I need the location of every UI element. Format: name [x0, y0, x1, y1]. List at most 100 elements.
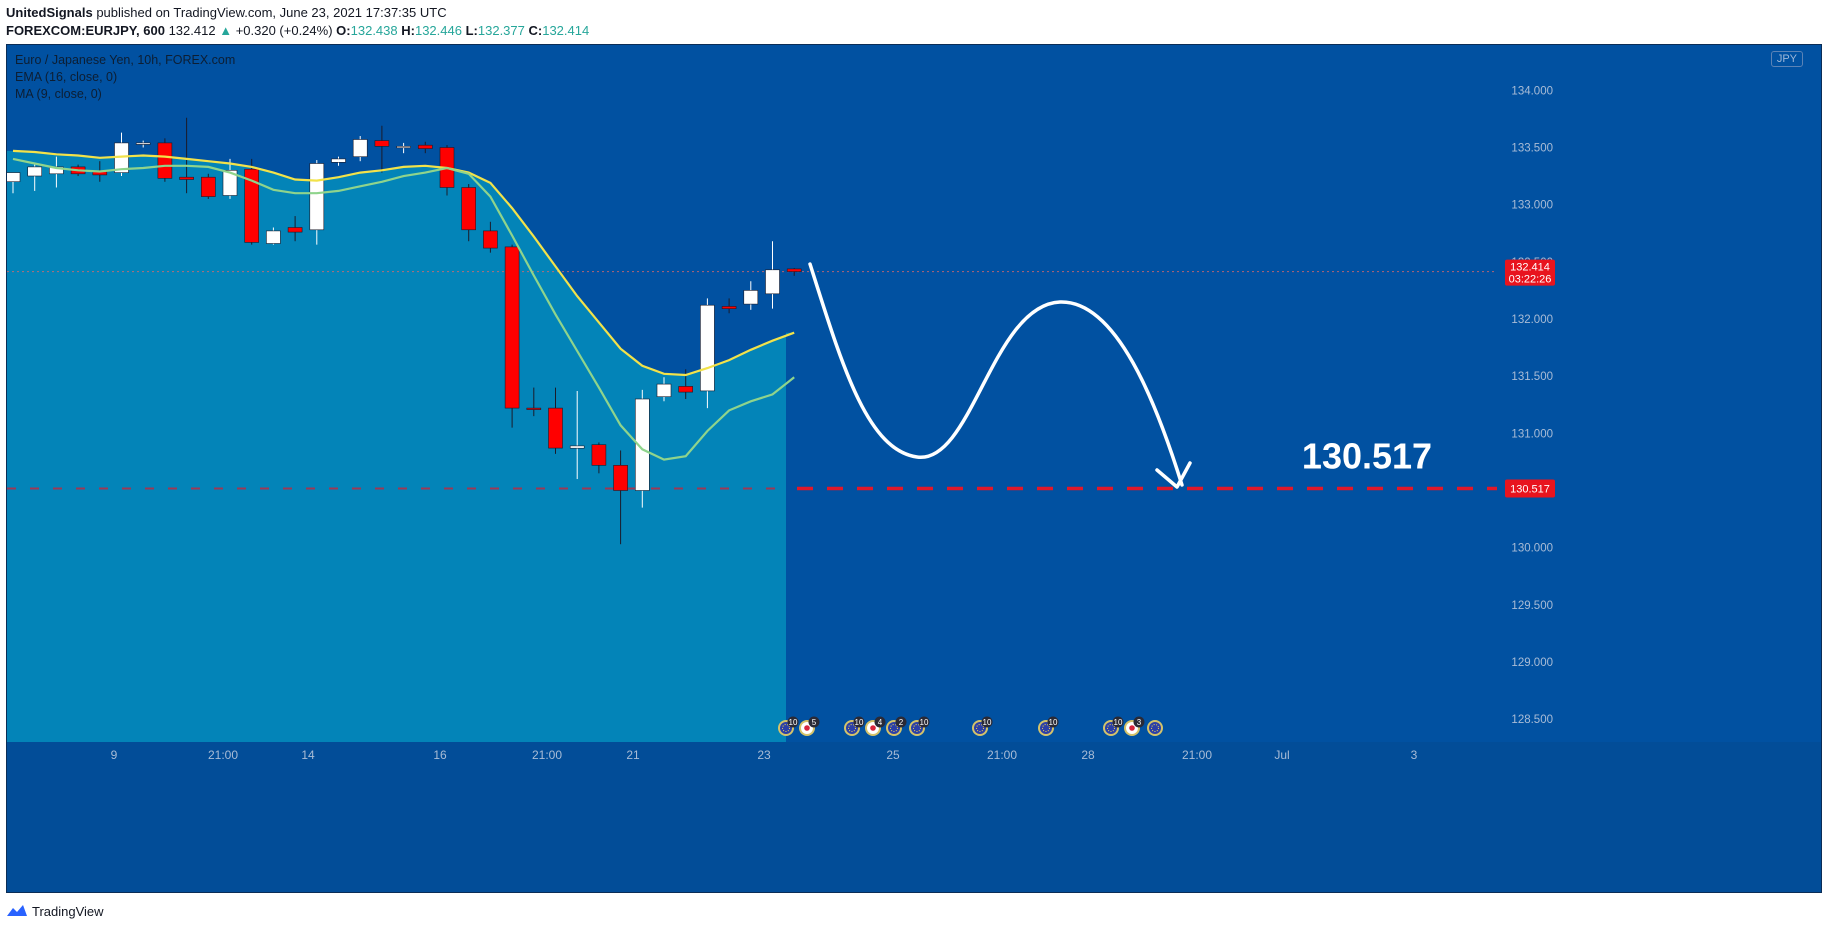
eu-flag-stars: [890, 724, 898, 732]
candle-body[interactable]: [743, 290, 759, 305]
japan-flag-dot: [870, 725, 876, 731]
event-count-badge: [808, 716, 820, 728]
y-tick-label: 132.000: [1511, 314, 1553, 326]
last-price-text: 132.412: [168, 23, 216, 38]
event-count: 10: [1049, 718, 1058, 727]
candle-body[interactable]: [244, 168, 259, 243]
japan-flag-dot: [804, 725, 810, 731]
high-value: 132.446: [414, 23, 462, 38]
candle-body[interactable]: [374, 140, 390, 147]
projection-arrow[interactable]: [808, 262, 1184, 487]
candle-body[interactable]: [331, 158, 346, 163]
eu-flag-stars: [1107, 724, 1115, 732]
x-tick-label: 14: [301, 748, 315, 762]
candle-body[interactable]: [287, 227, 303, 233]
x-tick-label: 3: [1411, 748, 1418, 762]
x-tick-label: 21: [626, 748, 640, 762]
y-tick-label: 134.000: [1511, 85, 1553, 97]
candle-body[interactable]: [157, 142, 173, 179]
candle-body[interactable]: [548, 407, 563, 449]
open-value: 132.438: [350, 23, 398, 38]
event-count: 10: [920, 718, 929, 727]
candle-body[interactable]: [309, 163, 325, 231]
currency-badge[interactable]: JPY: [1770, 51, 1803, 67]
symbol-line: FOREXCOM:EURJPY, 600 132.412 ▲ +0.320 (+…: [6, 23, 589, 38]
candle-body[interactable]: [417, 144, 433, 149]
event-count-badge: [981, 716, 993, 728]
candle-body[interactable]: [396, 146, 411, 149]
candle-body[interactable]: [461, 187, 477, 231]
y-tick-label: 129.000: [1511, 657, 1553, 669]
candle-body[interactable]: [678, 386, 694, 393]
arrow-head-icon: [1155, 461, 1192, 489]
event-count: 10: [1114, 718, 1123, 727]
event-count-badge: [1047, 716, 1059, 728]
publish-line: UnitedSignals published on TradingView.c…: [6, 5, 447, 20]
low-value: 132.377: [477, 23, 525, 38]
x-tick-label: 28: [1081, 748, 1095, 762]
author-name[interactable]: UnitedSignals: [6, 5, 93, 20]
last-price-badge: [1505, 259, 1555, 286]
high-label: H:: [401, 23, 415, 38]
symbol-name[interactable]: FOREXCOM:EURJPY, 600: [6, 23, 165, 38]
event-count: 5: [812, 718, 817, 727]
x-tick-label: 21:00: [1182, 748, 1212, 762]
eu-flag-stars: [913, 724, 921, 732]
x-tick-label: 9: [111, 748, 118, 762]
footer-brand[interactable]: TradingView: [32, 903, 104, 919]
legend-title[interactable]: Euro / Japanese Yen, 10h, FOREX.com: [15, 53, 236, 67]
candle-body[interactable]: [7, 172, 21, 182]
candle-body[interactable]: [591, 444, 607, 466]
x-tick-label: 21:00: [208, 748, 238, 762]
candle-body[interactable]: [201, 176, 216, 197]
event-count-badge: [895, 716, 907, 728]
legend-ma[interactable]: MA (9, close, 0): [15, 87, 102, 101]
x-tick-label: 25: [886, 748, 900, 762]
candle-body[interactable]: [179, 176, 194, 180]
ma-line[interactable]: [12, 157, 795, 461]
event-count: 4: [878, 718, 883, 727]
candle-body[interactable]: [266, 230, 281, 244]
chart-legend: Euro / Japanese Yen, 10h, FOREX.com EMA …: [15, 52, 235, 103]
event-count-badge: [918, 716, 930, 728]
eu-flag-stars: [1042, 724, 1050, 732]
candle-body[interactable]: [526, 407, 542, 410]
change-text: +0.320 (+0.24%): [235, 23, 333, 38]
published-text: published on TradingView.com, June 23, 2…: [96, 5, 447, 20]
candle-body[interactable]: [765, 269, 780, 295]
event-count-badge: [853, 716, 865, 728]
up-arrow-icon: ▲: [219, 23, 233, 38]
target-price-label: 130.517: [1302, 436, 1432, 477]
candle-body[interactable]: [613, 464, 628, 491]
ema-line[interactable]: [12, 149, 795, 377]
legend-ema[interactable]: EMA (16, close, 0): [15, 70, 118, 84]
x-axis-strip: [7, 742, 1821, 892]
candle-body[interactable]: [483, 230, 498, 249]
candle-body[interactable]: [656, 383, 672, 398]
event-count: 10: [789, 718, 798, 727]
candle-body[interactable]: [352, 139, 368, 158]
x-tick-label: 23: [757, 748, 771, 762]
candle-body[interactable]: [135, 142, 151, 145]
candle-body[interactable]: [700, 304, 715, 392]
candle-body[interactable]: [786, 268, 802, 272]
y-tick-label: 129.500: [1511, 600, 1553, 612]
eu-flag-stars: [1151, 724, 1159, 732]
candle-body[interactable]: [569, 445, 585, 449]
x-tick-label: 16: [433, 748, 447, 762]
chart-header: UnitedSignals published on TradingView.c…: [6, 3, 1816, 43]
candle-body[interactable]: [27, 166, 43, 177]
price-chart[interactable]: 128.500 129.000 129.500 130.000 131.000 131.5…: [7, 45, 1821, 892]
candle-body[interactable]: [504, 246, 520, 409]
x-tick-label: 21:00: [987, 748, 1017, 762]
close-label: C:: [528, 23, 543, 38]
chart-area[interactable]: 128.500 129.000 129.500 130.000 131.000 131.5…: [6, 44, 1822, 893]
candle-body[interactable]: [634, 398, 650, 491]
event-count: 3: [1137, 718, 1142, 727]
candle-body[interactable]: [721, 306, 737, 309]
candle-body[interactable]: [222, 170, 238, 196]
y-tick-label: 131.500: [1511, 371, 1553, 383]
tradingview-logo-icon: [7, 905, 27, 916]
countdown-timer: 03:22:26: [1509, 274, 1552, 286]
eu-flag-stars: [848, 724, 856, 732]
